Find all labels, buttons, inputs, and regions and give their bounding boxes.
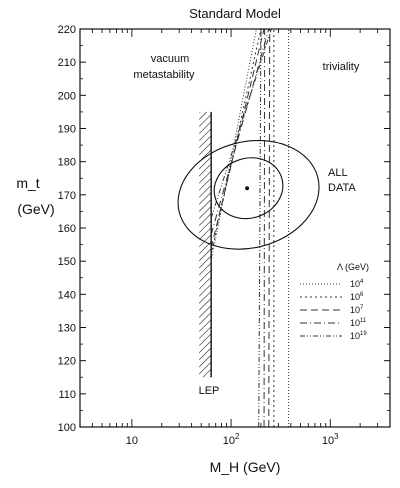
y-axis-title: m_t	[16, 175, 39, 191]
legend-label-3: 1011	[350, 318, 367, 328]
lep-label: LEP	[199, 385, 220, 397]
lambda-upper-bound-3	[263, 29, 266, 427]
y-tick-label: 130	[58, 323, 76, 335]
plot-frame	[79, 28, 391, 428]
lambda-upper-bound-4	[258, 29, 262, 427]
x-tick-label: 10	[126, 435, 138, 447]
all-data-label-1: ALL	[328, 167, 348, 179]
lambda-lower-bound-0	[210, 29, 257, 262]
legend-label-2: 107	[350, 305, 364, 315]
plot-area	[177, 29, 320, 427]
y-tick-label: 140	[58, 289, 76, 301]
chart-title: Standard Model	[189, 6, 281, 21]
lambda-lower-bound-1	[210, 29, 262, 255]
triviality-label: triviality	[323, 61, 360, 73]
y-tick-label: 180	[58, 157, 76, 169]
x-axis-title: M_H (GeV)	[210, 459, 281, 475]
y-tick-label: 190	[58, 124, 76, 136]
legend-label-1: 106	[350, 292, 364, 302]
lambda-lower-bound-4	[210, 29, 272, 219]
axes: 100 110 120 130 140 150 160 170 180 190 200 210 220 1…	[58, 24, 391, 447]
best-fit-point	[245, 186, 250, 191]
lambda-upper-bound-2	[268, 29, 271, 427]
all-data-label-2: DATA	[328, 182, 356, 194]
y-tick-label: 170	[58, 190, 76, 202]
y-tick-label: 120	[58, 356, 76, 368]
legend-title: Λ (GeV)	[337, 262, 369, 272]
x-tick-label: 103	[322, 432, 339, 447]
y-tick-label: 100	[58, 422, 76, 434]
lep-exclusion-hatch	[199, 111, 212, 378]
fit-contour-1	[177, 139, 320, 250]
legend: 104 106 107 1011 1019	[300, 279, 367, 341]
legend-label-0: 104	[350, 279, 364, 289]
y-tick-label: 210	[58, 57, 76, 69]
y-tick-label: 150	[58, 256, 76, 268]
x-tick-label: 102	[223, 432, 240, 447]
fit-contour-0	[213, 157, 284, 220]
y-tick-label: 160	[58, 223, 76, 235]
legend-label-4: 1019	[350, 331, 367, 341]
y-tick-label: 200	[58, 90, 76, 102]
vacuum-label: vacuum	[151, 53, 190, 65]
y-tick-label: 110	[58, 389, 76, 401]
y-axis-unit: (GeV)	[17, 201, 54, 217]
y-tick-label: 220	[58, 24, 76, 36]
metastability-label: metastability	[133, 69, 195, 81]
